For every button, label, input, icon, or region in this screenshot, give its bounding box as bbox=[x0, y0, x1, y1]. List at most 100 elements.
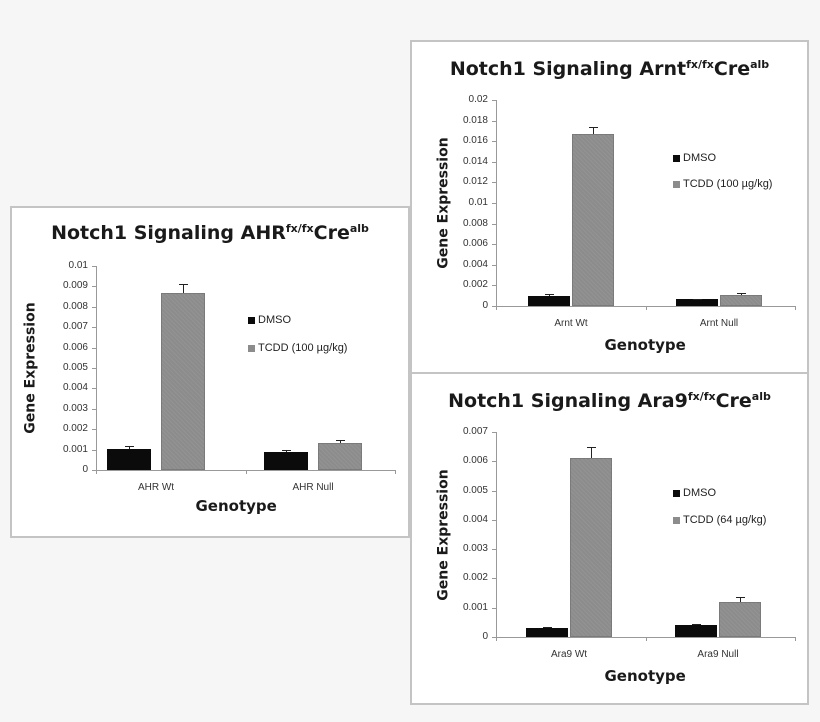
x-tick-mark bbox=[795, 637, 796, 641]
error-bar-cap bbox=[589, 126, 598, 128]
y-tick-mark bbox=[92, 470, 96, 471]
y-tick-mark bbox=[492, 223, 496, 225]
y-tick-mark bbox=[492, 549, 496, 551]
y-tick-mark bbox=[92, 449, 96, 451]
bar-ara9-wt-dmso bbox=[526, 628, 568, 637]
y-tick-label: 0 bbox=[482, 631, 488, 642]
y-tick-label: 0.02 bbox=[468, 94, 488, 105]
x-category-label: AHR Wt bbox=[137, 482, 175, 493]
title-superscript: alb bbox=[750, 58, 770, 71]
y-axis-line bbox=[496, 100, 497, 306]
y-tick-label: 0.006 bbox=[462, 455, 488, 467]
y-axis-title: Gene Expression bbox=[22, 302, 39, 434]
legend-item-tcdd: TCDD (100 µg/kg) bbox=[248, 342, 347, 354]
y-tick-label: 0.006 bbox=[62, 341, 88, 353]
bar-ahr-wt-dmso bbox=[107, 448, 151, 470]
x-tick-mark bbox=[96, 470, 97, 474]
x-axis-title: Genotype bbox=[195, 497, 277, 515]
error-bar bbox=[129, 445, 130, 449]
x-tick-mark bbox=[795, 306, 796, 310]
y-axis-title: Gene Expression bbox=[435, 137, 452, 269]
y-axis-line bbox=[96, 266, 97, 470]
x-tick-mark bbox=[496, 637, 497, 641]
y-tick-label: 0.008 bbox=[462, 217, 488, 229]
error-bar-cap bbox=[737, 292, 746, 294]
legend-item-dmso: DMSO bbox=[673, 487, 716, 499]
y-tick-mark bbox=[492, 100, 496, 101]
x-tick-mark bbox=[395, 470, 396, 474]
legend-swatch bbox=[673, 489, 680, 497]
y-tick-mark bbox=[92, 266, 96, 267]
title-superscript: fx/fx bbox=[285, 222, 314, 235]
y-tick-label: 0 bbox=[82, 464, 88, 475]
bar-ara9-null-tcdd bbox=[719, 601, 761, 637]
y-tick-label: 0.005 bbox=[462, 484, 488, 496]
y-tick-label: 0.004 bbox=[62, 382, 88, 394]
y-tick-mark bbox=[492, 490, 496, 492]
y-tick-mark bbox=[492, 244, 496, 246]
x-axis-title: Genotype bbox=[604, 336, 686, 354]
title-text: Notch1 Signaling Ara9 bbox=[448, 390, 688, 412]
y-axis-title: Gene Expression bbox=[435, 468, 452, 601]
legend-item-dmso: DMSO bbox=[673, 152, 716, 164]
x-category-label: Ara9 Wt bbox=[550, 649, 588, 660]
chart-title: Notch1 Signaling Arntfx/fxCrealb bbox=[410, 58, 809, 80]
y-tick-mark bbox=[92, 347, 96, 349]
y-tick-mark bbox=[92, 306, 96, 308]
title-text: Cre bbox=[715, 390, 752, 412]
x-category-label: Arnt Wt bbox=[554, 318, 588, 329]
error-bar bbox=[591, 446, 592, 459]
legend-label: DMSO bbox=[683, 487, 716, 499]
y-tick-label: 0.001 bbox=[462, 601, 488, 613]
error-bar bbox=[593, 126, 594, 134]
legend-label: TCDD (100 µg/kg) bbox=[258, 342, 348, 354]
y-tick-label: 0.008 bbox=[62, 300, 88, 312]
error-bar-cap bbox=[543, 626, 552, 628]
legend-item-tcdd: TCDD (64 µg/kg) bbox=[673, 514, 766, 526]
y-tick-mark bbox=[492, 607, 496, 609]
bar-ahr-null-dmso bbox=[264, 452, 308, 470]
y-tick-mark bbox=[492, 203, 496, 204]
legend-label: TCDD (64 µg/kg) bbox=[683, 514, 767, 526]
y-tick-label: 0.002 bbox=[62, 423, 88, 435]
y-tick-label: 0.009 bbox=[62, 280, 88, 292]
y-tick-label: 0.007 bbox=[462, 426, 488, 437]
legend-label: DMSO bbox=[258, 314, 291, 326]
y-tick-mark bbox=[92, 368, 96, 369]
y-tick-label: 0.01 bbox=[468, 197, 488, 208]
chart-title: Notch1 Signaling Ara9fx/fxCrealb bbox=[410, 390, 809, 412]
y-axis-line bbox=[496, 432, 497, 637]
y-tick-mark bbox=[492, 306, 496, 307]
chart-title: Notch1 Signaling AHRfx/fxCrealb bbox=[10, 222, 410, 244]
error-bar-cap bbox=[179, 284, 188, 286]
y-tick-mark bbox=[492, 141, 496, 143]
y-tick-label: 0.006 bbox=[462, 238, 488, 250]
y-tick-label: 0.002 bbox=[462, 572, 488, 584]
x-tick-mark bbox=[496, 306, 497, 310]
title-superscript: alb bbox=[751, 390, 771, 403]
y-tick-mark bbox=[92, 388, 96, 390]
y-tick-label: 0.014 bbox=[462, 155, 488, 167]
error-bar bbox=[340, 440, 341, 444]
y-tick-mark bbox=[492, 578, 496, 580]
y-tick-mark bbox=[492, 461, 496, 463]
y-tick-label: 0.003 bbox=[62, 402, 88, 414]
y-tick-label: 0.012 bbox=[462, 176, 488, 188]
y-tick-label: 0.01 bbox=[68, 260, 88, 271]
y-tick-label: 0.007 bbox=[62, 321, 88, 333]
error-bar-cap bbox=[125, 445, 134, 447]
y-tick-mark bbox=[492, 120, 496, 122]
legend-swatch bbox=[248, 344, 255, 352]
legend-item-tcdd: TCDD (100 µg/kg) bbox=[673, 178, 772, 190]
bar-arnt-null-dmso bbox=[676, 299, 718, 306]
y-tick-mark bbox=[92, 408, 96, 410]
y-tick-label: 0.003 bbox=[462, 543, 488, 555]
bar-arnt-wt-dmso bbox=[528, 295, 570, 306]
bar-ara9-null-dmso bbox=[675, 625, 717, 637]
error-bar bbox=[183, 284, 184, 293]
y-tick-mark bbox=[92, 327, 96, 329]
title-text: Cre bbox=[313, 222, 350, 244]
x-category-label: Arnt Null bbox=[699, 318, 739, 329]
title-text: Notch1 Signaling AHR bbox=[51, 222, 286, 244]
legend-label: DMSO bbox=[683, 152, 716, 164]
